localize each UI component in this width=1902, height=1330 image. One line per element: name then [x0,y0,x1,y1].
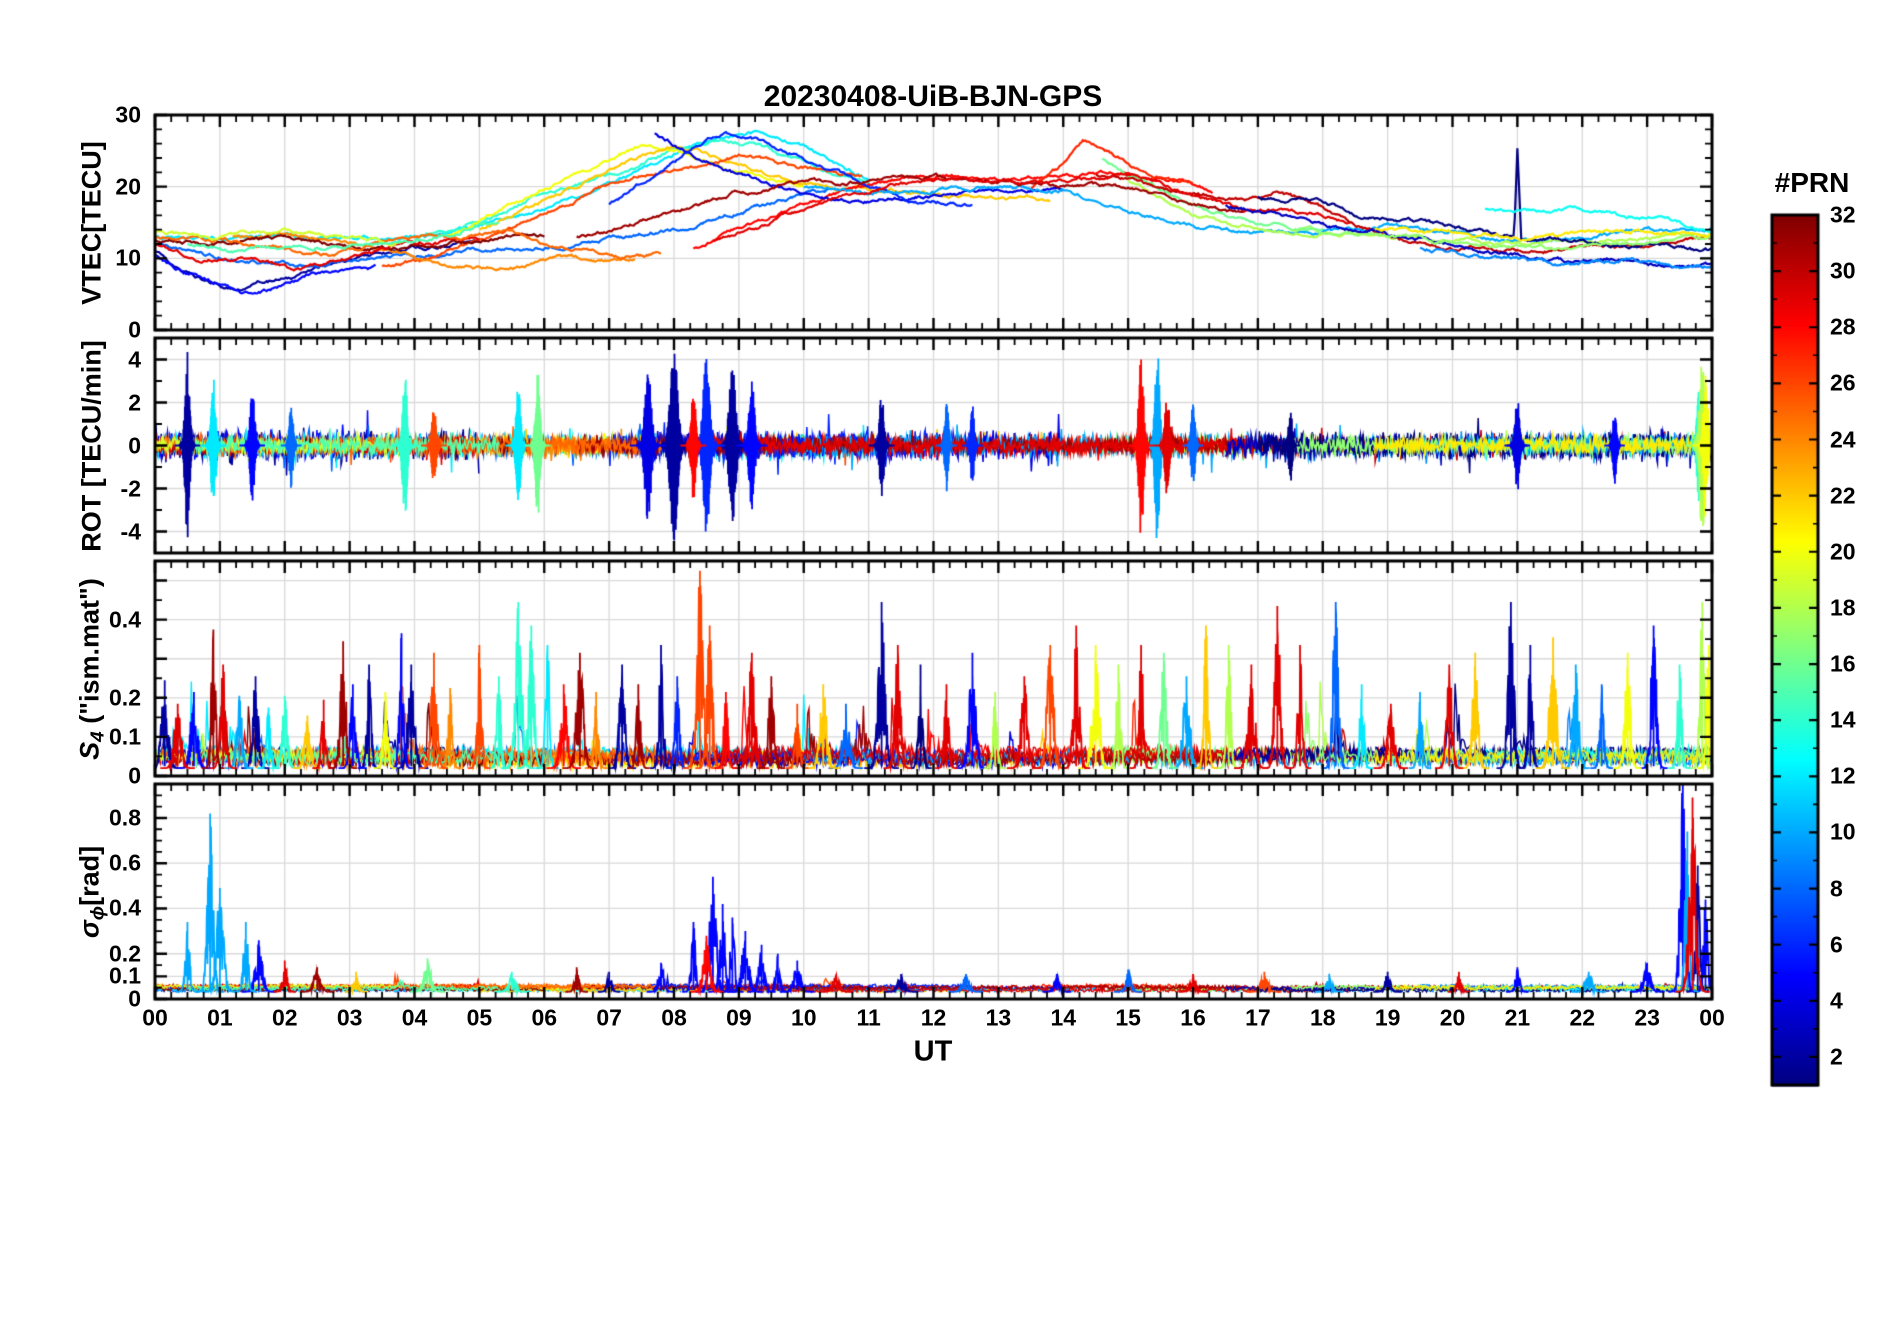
colorbar-tick-label: 32 [1830,201,1856,228]
x-tick-label: 09 [726,1004,752,1031]
y-axis-label-sigma: σϕ[rad] [74,845,109,937]
y-axis-label-part: ("ism.mat") [74,577,105,731]
colorbar-tick-label: 26 [1830,369,1856,396]
y-tick-label: 0 [128,432,141,458]
x-tick-label: 00 [142,1004,168,1031]
y-tick-label: 0.1 [109,962,141,989]
x-tick-label: 11 [856,1004,881,1031]
y-tick-label: 30 [115,101,141,128]
colorbar-tick-label: 6 [1830,931,1843,958]
y-tick-label: 0.4 [109,606,141,633]
x-tick-label: 15 [1115,1004,1141,1031]
x-tick-label: 07 [596,1004,622,1031]
x-tick-label: 10 [790,1004,817,1031]
chart-title: 20230408-UiB-BJN-GPS [763,80,1103,113]
colorbar-tick-label: 14 [1830,706,1856,733]
y-tick-label: 0.8 [109,804,141,831]
y-tick-label: 2 [128,389,141,415]
y-axis-label-part: 4 [87,730,109,742]
colorbar-tick-label: 24 [1830,426,1856,453]
x-tick-label: 08 [661,1004,687,1031]
y-axis-label-part: [rad] [74,845,105,906]
x-tick-label: 03 [336,1004,363,1031]
x-tick-label: 20 [1439,1004,1466,1031]
x-tick-label: 12 [920,1004,947,1031]
colorbar-tick-label: 20 [1830,538,1856,565]
x-tick-label: 19 [1374,1004,1401,1031]
colorbar-title: #PRN [1774,167,1850,198]
x-tick-label: 02 [271,1004,298,1031]
x-tick-label: 16 [1180,1004,1206,1031]
y-axis-label-part: ROT [TECU/min] [76,339,107,552]
y-tick-label: 20 [115,173,141,200]
y-axis-label-vtec: VTEC[TECU] [77,141,108,305]
y-tick-label: 0.4 [109,894,141,921]
colorbar-tick-label: 28 [1830,313,1856,340]
y-tick-label: -4 [120,518,141,544]
colorbar-tick-label: 12 [1830,762,1856,789]
x-tick-label: 05 [466,1004,493,1031]
colorbar-tick-label: 22 [1830,482,1856,509]
y-tick-label: 0.1 [109,723,141,750]
y-tick-label: 4 [128,346,141,372]
x-tick-label: 23 [1634,1004,1660,1031]
colorbar-tick-label: 4 [1830,987,1843,1014]
colorbar-tick-label: 18 [1830,594,1856,621]
y-axis-label-part: VTEC[TECU] [76,140,107,305]
y-axis-label-part: ϕ [87,905,109,920]
x-tick-label: 18 [1309,1004,1336,1031]
x-tick-label: 06 [531,1004,558,1031]
y-axis-label-part: S [74,741,105,760]
x-tick-label: 01 [207,1004,233,1031]
x-tick-label: 22 [1569,1004,1596,1031]
y-axis-label-part: σ [74,919,105,938]
y-tick-label: 0 [128,985,141,1012]
y-tick-label: 0 [128,762,141,789]
y-tick-label: 0.6 [109,849,141,876]
y-tick-label: 0 [128,316,141,343]
x-tick-label: 13 [985,1004,1012,1031]
colorbar-tick-label: 16 [1830,650,1856,677]
colorbar-tick-label: 8 [1830,875,1843,902]
y-tick-label: 0.2 [109,940,141,967]
colorbar-tick-label: 30 [1830,257,1856,284]
y-axis-label-rot: ROT [TECU/min] [77,340,108,551]
x-tick-label: 00 [1699,1004,1725,1031]
y-tick-label: -2 [120,475,141,501]
x-tick-label: 04 [401,1004,428,1031]
x-axis-label: UT [913,1035,953,1068]
x-tick-label: 17 [1245,1004,1271,1031]
y-axis-label-s4: S4 ("ism.mat") [74,578,109,760]
x-tick-label: 21 [1504,1004,1531,1031]
x-tick-label: 14 [1050,1004,1077,1031]
colorbar-tick-label: 10 [1830,818,1856,845]
colorbar-tick-label: 2 [1830,1043,1843,1070]
y-tick-label: 10 [115,244,141,271]
y-tick-label: 0.2 [109,684,141,711]
